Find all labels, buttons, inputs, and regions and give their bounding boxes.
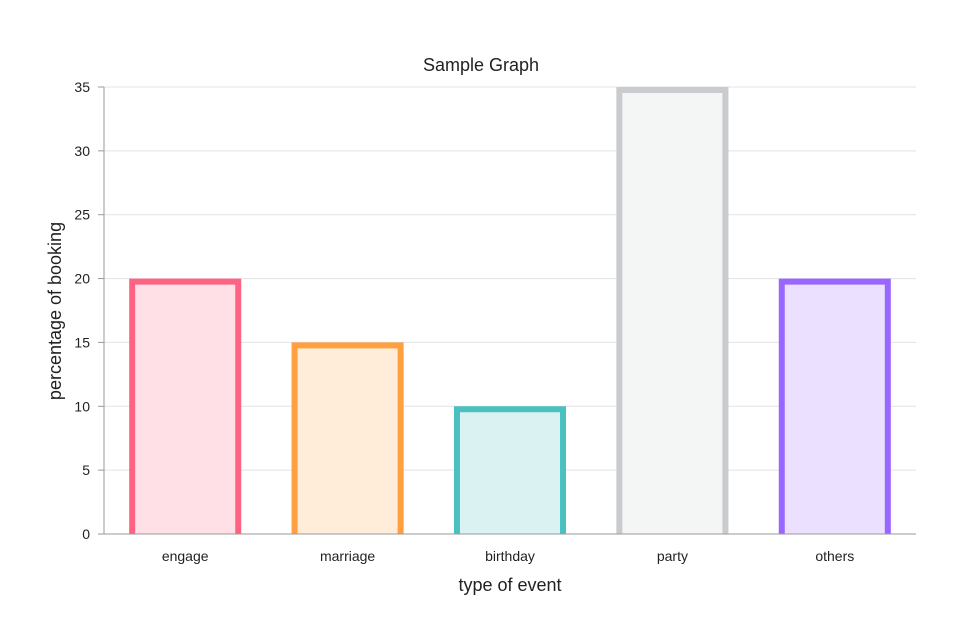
x-tick-label: marriage (320, 548, 375, 564)
y-tick-label: 30 (74, 143, 90, 159)
bars (129, 87, 891, 534)
axes (103, 87, 916, 535)
y-tick-label: 0 (82, 526, 90, 542)
bar-marriage (294, 345, 401, 534)
x-tick-label: others (815, 548, 854, 564)
bar-border-marriage (291, 342, 404, 534)
y-tick-label: 15 (74, 334, 90, 350)
x-axis-label: type of event (458, 575, 561, 595)
y-axis-label: percentage of booking (45, 222, 65, 400)
y-tick-label: 35 (74, 79, 90, 95)
bar-border-party (616, 87, 729, 534)
x-tick-label: birthday (485, 548, 535, 564)
y-tick-label: 25 (74, 207, 90, 223)
x-tick-label: engage (162, 548, 209, 564)
chart-title: Sample Graph (423, 55, 539, 75)
y-tick-label: 5 (82, 462, 90, 478)
bar-border-birthday (453, 406, 567, 534)
y-tick-label: 10 (74, 398, 90, 414)
y-tick-label: 20 (74, 271, 90, 287)
x-axis-ticks: engage marriage birthday party others (162, 548, 854, 564)
y-axis-ticks: 0 5 10 15 20 25 30 35 (74, 79, 104, 542)
bar-border-others (778, 278, 891, 534)
bar-party (619, 90, 726, 534)
x-tick-label: party (657, 548, 688, 564)
bar-birthday (456, 409, 564, 534)
bar-engage (132, 281, 239, 534)
bar-others (781, 281, 888, 534)
bar-border-engage (129, 278, 242, 534)
